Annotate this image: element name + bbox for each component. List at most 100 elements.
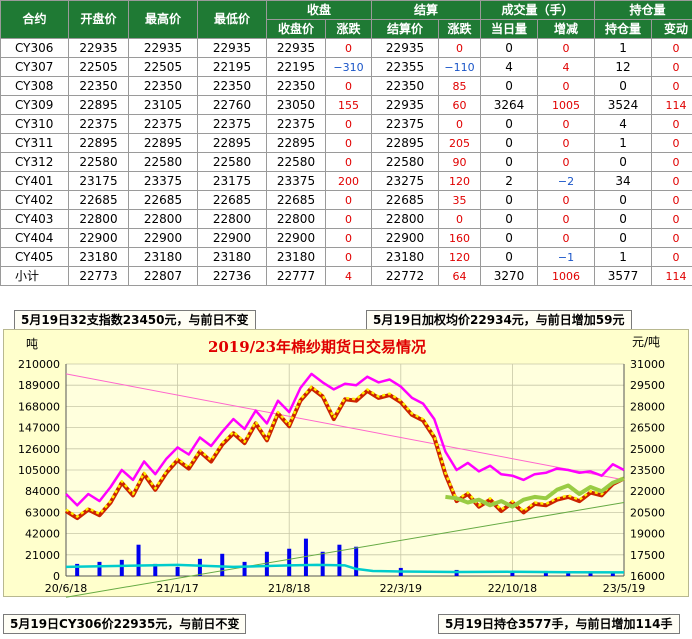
- series-line: [65, 385, 625, 518]
- value-cell: 22350: [68, 76, 129, 96]
- value-cell: 22777: [266, 266, 326, 286]
- right-tick-label: 20500: [630, 506, 665, 519]
- value-cell: 0: [537, 228, 596, 248]
- value-cell: 0: [651, 114, 692, 134]
- value-cell: 22935: [371, 95, 440, 115]
- volume-bar: [153, 563, 158, 576]
- series-line: [65, 372, 625, 507]
- value-cell: 22505: [68, 57, 129, 77]
- value-cell: 22685: [266, 190, 326, 210]
- value-cell: 0: [480, 247, 539, 267]
- value-cell: 0: [438, 209, 482, 229]
- value-cell: 22935: [266, 38, 326, 58]
- value-cell: 22580: [197, 152, 267, 172]
- x-tick-label: 23/5/19: [603, 582, 645, 595]
- left-tick-label: 21000: [25, 549, 60, 562]
- volume-bar: [566, 571, 571, 576]
- contract-cell: CY307: [0, 57, 69, 77]
- value-cell: 0: [651, 171, 692, 191]
- value-cell: 23105: [128, 95, 198, 115]
- value-cell: 22375: [128, 114, 198, 134]
- value-cell: 0: [438, 114, 482, 134]
- table-row: CY312 22580 22580 22580 22580 0 22580 90 0 0 0 0: [0, 152, 692, 172]
- series-line: [445, 476, 625, 509]
- value-cell: 205: [438, 133, 482, 153]
- value-cell: 22375: [266, 114, 326, 134]
- value-cell: 0: [480, 133, 539, 153]
- left-tick-label: 84000: [25, 485, 60, 498]
- header-high: 最高价: [128, 0, 198, 39]
- table-row: 小计 22773 22807 22736 22777 4 22772 64 3270 1006 35…: [0, 266, 692, 286]
- value-cell: 22773: [68, 266, 129, 286]
- volume-bar: [119, 559, 124, 576]
- left-tick-label: 189000: [18, 379, 60, 392]
- volume-bar: [354, 546, 359, 576]
- value-cell: 22375: [371, 114, 440, 134]
- contract-cell: CY312: [0, 152, 69, 172]
- value-cell: 22900: [128, 228, 198, 248]
- table-row: CY403 22800 22800 22800 22800 0 22800 0 0 0 0 0: [0, 209, 692, 229]
- value-cell: 0: [594, 152, 653, 172]
- value-cell: 22895: [266, 133, 326, 153]
- value-cell: 22895: [68, 95, 129, 115]
- value-cell: 0: [651, 57, 692, 77]
- value-cell: 0: [324, 76, 373, 96]
- value-cell: 0: [537, 76, 596, 96]
- left-tick-label: 105000: [18, 464, 60, 477]
- value-cell: 0: [651, 209, 692, 229]
- value-cell: 22935: [197, 38, 267, 58]
- sub-header-row: 收盘价 涨跌 结算价 涨跌 当日量 增减 持仓量 变动: [1, 19, 692, 39]
- value-cell: 23180: [266, 247, 326, 267]
- value-cell: 22895: [68, 133, 129, 153]
- volume-bar: [588, 572, 593, 576]
- header-vol-chg: 增减: [537, 19, 596, 39]
- volume-bar: [610, 572, 615, 576]
- contract-cell: CY401: [0, 171, 69, 191]
- value-cell: 0: [480, 152, 539, 172]
- table-row: CY404 22900 22900 22900 22900 0 22900 160 0 0 0 0: [0, 228, 692, 248]
- right-tick-label: 23500: [630, 464, 665, 477]
- value-cell: 1005: [537, 95, 596, 115]
- value-cell: 0: [324, 228, 373, 248]
- table-row: CY307 22505 22505 22195 22195 −310 22355 −110 4 4…: [0, 57, 692, 77]
- volume-bar: [242, 561, 247, 576]
- volume-bar: [175, 566, 180, 576]
- header-open: 开盘价: [68, 0, 129, 39]
- volume-bar: [136, 544, 141, 576]
- value-cell: 35: [438, 190, 482, 210]
- value-cell: 3264: [480, 95, 539, 115]
- contract-cell: 小计: [0, 266, 69, 286]
- left-tick-label: 210000: [18, 358, 60, 371]
- value-cell: 34: [594, 171, 653, 191]
- value-cell: 22895: [197, 133, 267, 153]
- value-cell: 22800: [371, 209, 440, 229]
- value-cell: 22935: [371, 38, 440, 58]
- right-tick-label: 22000: [630, 485, 665, 498]
- value-cell: 0: [480, 76, 539, 96]
- contract-cell: CY310: [0, 114, 69, 134]
- value-cell: −2: [537, 171, 596, 191]
- right-tick-label: 19000: [630, 528, 665, 541]
- table-row: CY309 22895 23105 22760 23050 155 22935 60 3264 1…: [0, 95, 692, 115]
- volume-bar: [220, 553, 225, 576]
- header-contract: 合约: [0, 0, 69, 39]
- value-cell: 0: [537, 38, 596, 58]
- note-index-price: 5月19日32支指数23450元，与前日不变: [14, 310, 256, 330]
- value-cell: 4: [537, 57, 596, 77]
- contract-cell: CY403: [0, 209, 69, 229]
- volume-bar: [97, 561, 102, 576]
- value-cell: 23050: [266, 95, 326, 115]
- value-cell: 0: [324, 38, 373, 58]
- value-cell: 22900: [266, 228, 326, 248]
- value-cell: 0: [651, 247, 692, 267]
- value-cell: 64: [438, 266, 482, 286]
- volume-bar: [75, 563, 80, 576]
- contract-cell: CY402: [0, 190, 69, 210]
- value-cell: 22772: [371, 266, 440, 286]
- volume-bar: [510, 570, 515, 576]
- contract-cell: CY404: [0, 228, 69, 248]
- value-cell: 0: [324, 133, 373, 153]
- value-cell: 114: [651, 266, 692, 286]
- value-cell: 0: [537, 133, 596, 153]
- value-cell: 22355: [371, 57, 440, 77]
